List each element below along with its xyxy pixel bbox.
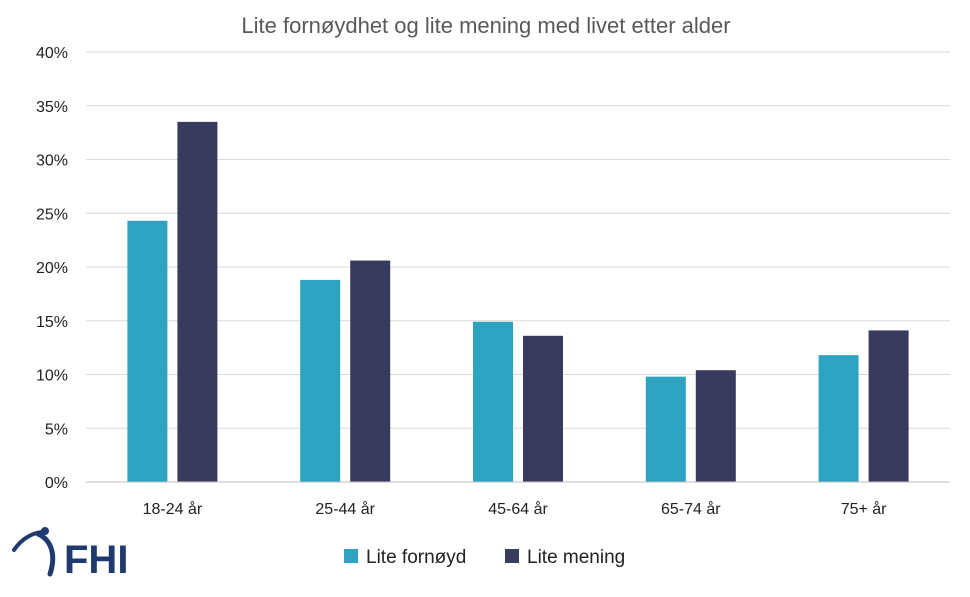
x-tick-label: 45-64 år (488, 500, 548, 518)
x-tick-label: 18-24 år (143, 500, 203, 518)
bar-lite-mening-4 (868, 330, 909, 482)
fhi-logo-icon (12, 527, 56, 577)
x-tick-label: 25-44 år (315, 500, 375, 518)
bar-lite-mening-2 (523, 335, 563, 482)
bar-lite-mening-1 (350, 260, 391, 482)
fhi-logo: FHI (12, 527, 128, 582)
y-tick-label: 5% (45, 421, 68, 438)
y-tick-label: 15% (36, 314, 68, 331)
y-tick-label: 10% (36, 368, 68, 385)
x-axis-tick-labels: 18-24 år 25-44 år 45-64 år 65-74 år 75+ år (143, 500, 888, 518)
y-tick-label: 0% (45, 475, 68, 492)
y-tick-label: 20% (36, 260, 68, 277)
bar-lite-mening-0 (177, 121, 218, 482)
fhi-logo-text: FHI (64, 538, 128, 582)
bar-lite-mening-3 (695, 370, 736, 482)
bar-lite-fornoyd-4 (818, 355, 859, 482)
y-axis-tick-labels: 0% 5% 10% 15% 20% 25% 30% 35% 40% (36, 45, 68, 492)
y-tick-label: 25% (36, 206, 68, 223)
legend: Lite fornøyd Lite mening (344, 547, 625, 568)
x-tick-label: 65-74 år (661, 500, 721, 518)
chart-title: Lite fornøydhet og lite mening med livet… (241, 13, 730, 38)
bar-lite-fornoyd-0 (127, 220, 168, 482)
y-tick-label: 35% (36, 99, 68, 116)
gridlines (86, 51, 950, 429)
x-tick-label: 75+ år (841, 500, 887, 518)
legend-swatch (344, 549, 358, 563)
y-tick-label: 40% (36, 45, 68, 62)
bars (127, 121, 909, 482)
legend-label: Lite fornøyd (366, 547, 466, 568)
legend-swatch (505, 549, 519, 563)
bar-lite-fornoyd-2 (473, 321, 513, 482)
y-tick-label: 30% (36, 153, 68, 170)
bar-lite-fornoyd-3 (645, 376, 686, 482)
bar-lite-fornoyd-1 (300, 279, 341, 482)
legend-label: Lite mening (527, 547, 625, 568)
